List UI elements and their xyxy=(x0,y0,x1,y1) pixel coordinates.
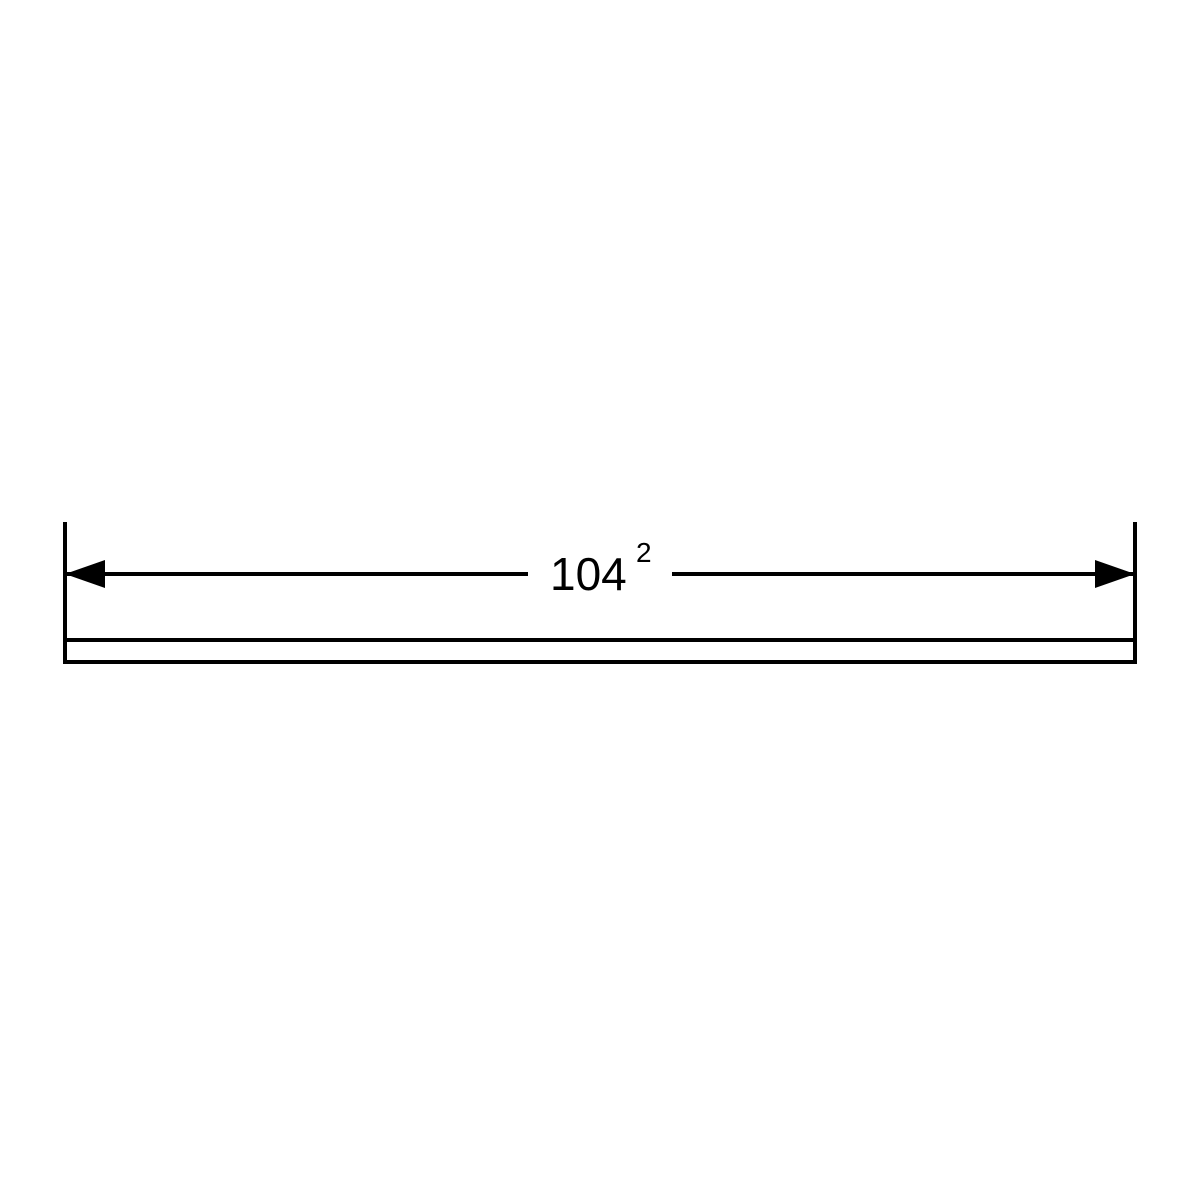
arrowhead-right-icon xyxy=(1095,560,1135,588)
part-rect xyxy=(65,640,1135,662)
technical-drawing: 104 2 xyxy=(0,0,1200,1200)
dimension-value-sup: 2 xyxy=(636,537,652,568)
arrowhead-left-icon xyxy=(65,560,105,588)
dimension-value: 104 xyxy=(550,548,627,600)
